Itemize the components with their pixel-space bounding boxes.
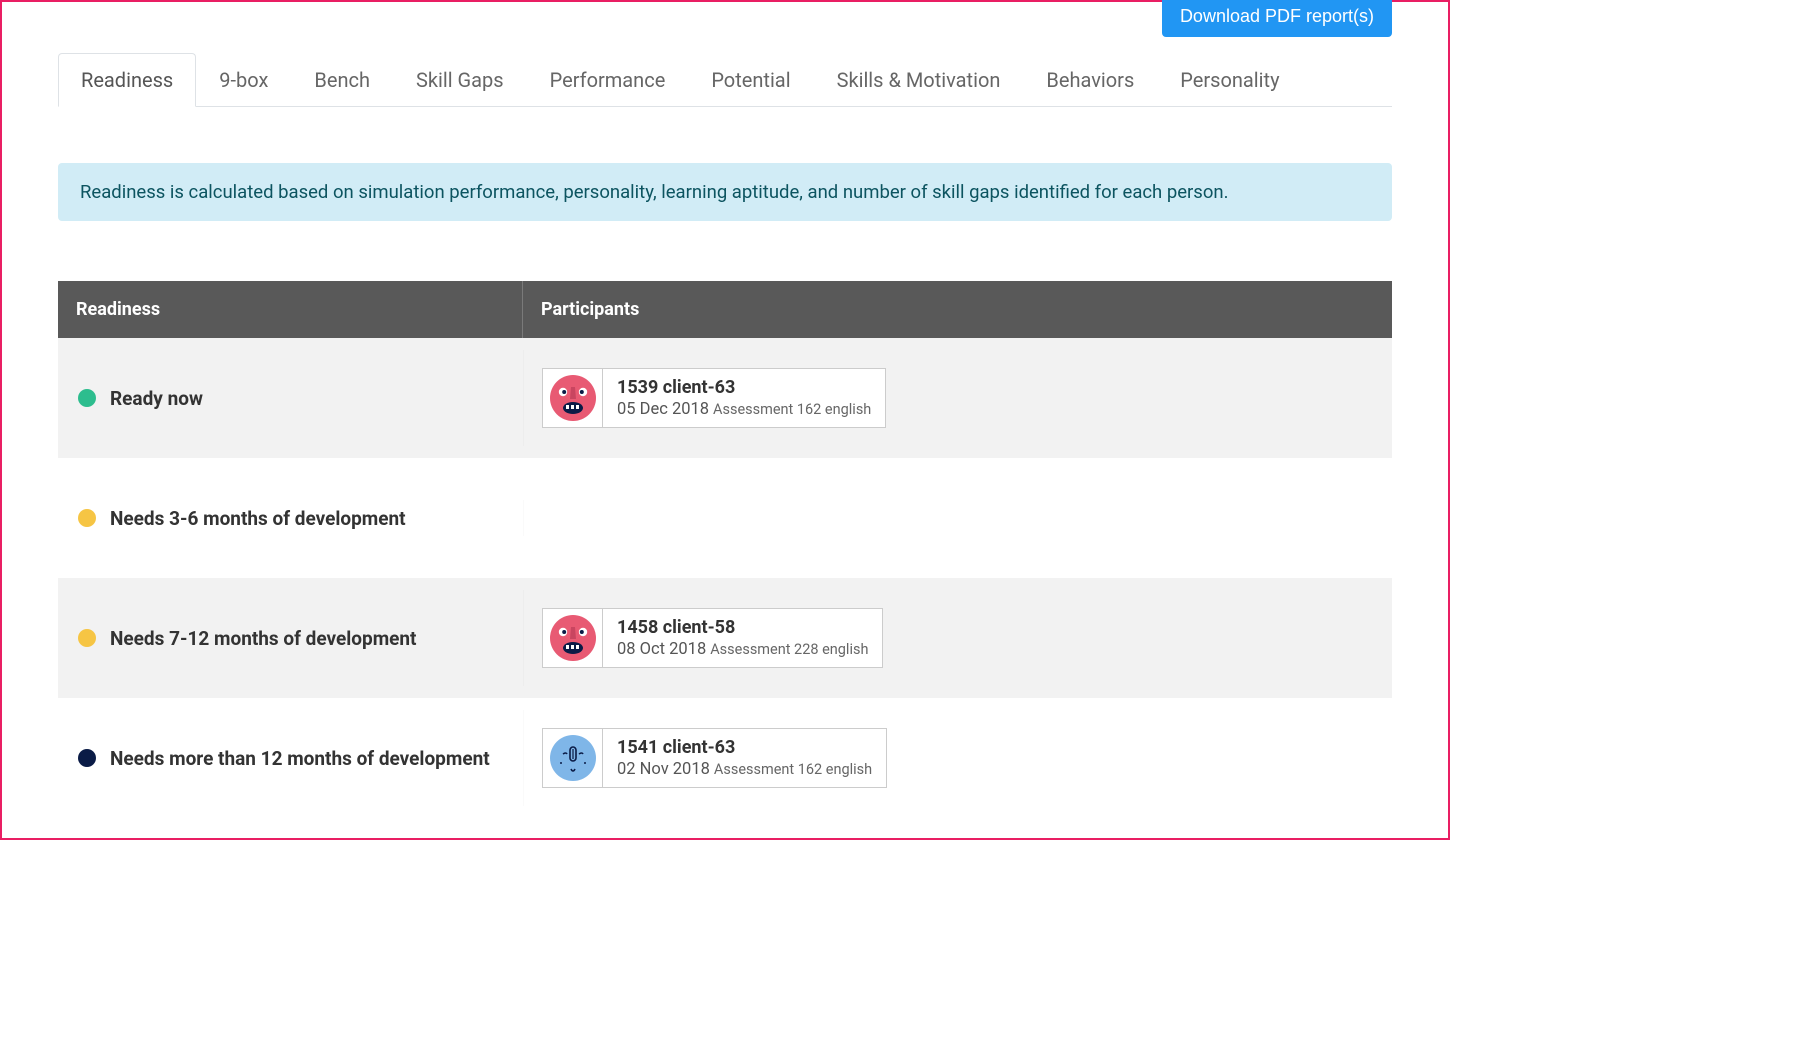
readiness-info-banner: Readiness is calculated based on simulat… [58,163,1392,221]
readiness-label: Needs 7-12 months of development [110,627,417,650]
header-participants: Participants [523,281,1392,338]
avatar-icon [550,615,596,661]
participant-card[interactable]: 1541 client-63 02 Nov 2018Assessment 162 … [542,728,887,788]
participant-subline: 05 Dec 2018Assessment 162 english [617,400,871,419]
table-row: Needs 7-12 months of development 1458 cl… [58,578,1392,698]
readiness-dot-icon [78,509,96,527]
avatar-cell [543,609,603,667]
avatar-cell [543,369,603,427]
readiness-cell: Needs 7-12 months of development [58,609,523,668]
participants-cell: 1458 client-58 08 Oct 2018Assessment 228 … [523,590,1392,686]
header-readiness: Readiness [58,281,523,338]
readiness-cell: Ready now [58,369,523,428]
readiness-label: Ready now [110,387,203,410]
tab-skills-motivation[interactable]: Skills & Motivation [814,53,1024,107]
participant-name: 1458 client-58 [617,617,868,638]
participant-subline: 02 Nov 2018Assessment 162 english [617,760,872,779]
tab-9-box[interactable]: 9-box [196,53,291,107]
tab-bench[interactable]: Bench [291,53,393,107]
participant-card[interactable]: 1458 client-58 08 Oct 2018Assessment 228 … [542,608,883,668]
tab-skill-gaps[interactable]: Skill Gaps [393,53,527,107]
participant-card[interactable]: 1539 client-63 05 Dec 2018Assessment 162 … [542,368,886,428]
readiness-dot-icon [78,749,96,767]
readiness-dot-icon [78,629,96,647]
tab-personality[interactable]: Personality [1157,53,1302,107]
participants-cell: 1539 client-63 05 Dec 2018Assessment 162 … [523,350,1392,446]
readiness-cell: Needs more than 12 months of development [58,729,523,788]
participants-cell [523,500,1392,536]
table-header: Readiness Participants [58,281,1392,338]
participant-assessment: Assessment 162 english [713,401,871,418]
readiness-label: Needs more than 12 months of development [110,747,490,770]
participant-info: 1539 client-63 05 Dec 2018Assessment 162 … [603,369,885,427]
participant-date: 05 Dec 2018 [617,400,709,419]
table-row: Needs more than 12 months of development… [58,698,1392,818]
avatar-cell [543,729,603,787]
avatar-icon [550,735,596,781]
tab-performance[interactable]: Performance [527,53,689,107]
participant-subline: 08 Oct 2018Assessment 228 english [617,640,868,659]
participants-cell: 1541 client-63 02 Nov 2018Assessment 162 … [523,710,1392,806]
tab-behaviors[interactable]: Behaviors [1023,53,1157,107]
readiness-dot-icon [78,389,96,407]
participant-info: 1541 client-63 02 Nov 2018Assessment 162 … [603,729,886,787]
table-row: Ready now 1539 client-63 05 Dec 2018Asses… [58,338,1392,458]
avatar-icon [550,375,596,421]
participant-assessment: Assessment 162 english [714,761,872,778]
download-pdf-button[interactable]: Download PDF report(s) [1162,0,1392,37]
readiness-cell: Needs 3-6 months of development [58,489,523,548]
main-content: Readiness is calculated based on simulat… [2,163,1448,818]
tab-readiness[interactable]: Readiness [58,53,196,107]
top-bar: Download PDF report(s) [2,2,1448,37]
tabs: Readiness9-boxBenchSkill GapsPerformance… [58,53,1392,107]
tab-potential[interactable]: Potential [688,53,813,107]
participant-info: 1458 client-58 08 Oct 2018Assessment 228 … [603,609,882,667]
participant-assessment: Assessment 228 english [710,641,868,658]
readiness-table: Readiness Participants Ready now 1539 cl… [58,281,1392,818]
app-frame: Download PDF report(s) Readiness9-boxBen… [0,0,1450,840]
table-body: Ready now 1539 client-6305 Dec 2018Asses… [58,338,1392,818]
participant-date: 02 Nov 2018 [617,760,710,779]
participant-date: 08 Oct 2018 [617,640,706,659]
participant-name: 1541 client-63 [617,737,872,758]
readiness-label: Needs 3-6 months of development [110,507,406,530]
table-row: Needs 3-6 months of development [58,458,1392,578]
tabs-container: Readiness9-boxBenchSkill GapsPerformance… [2,53,1448,107]
participant-name: 1539 client-63 [617,377,871,398]
